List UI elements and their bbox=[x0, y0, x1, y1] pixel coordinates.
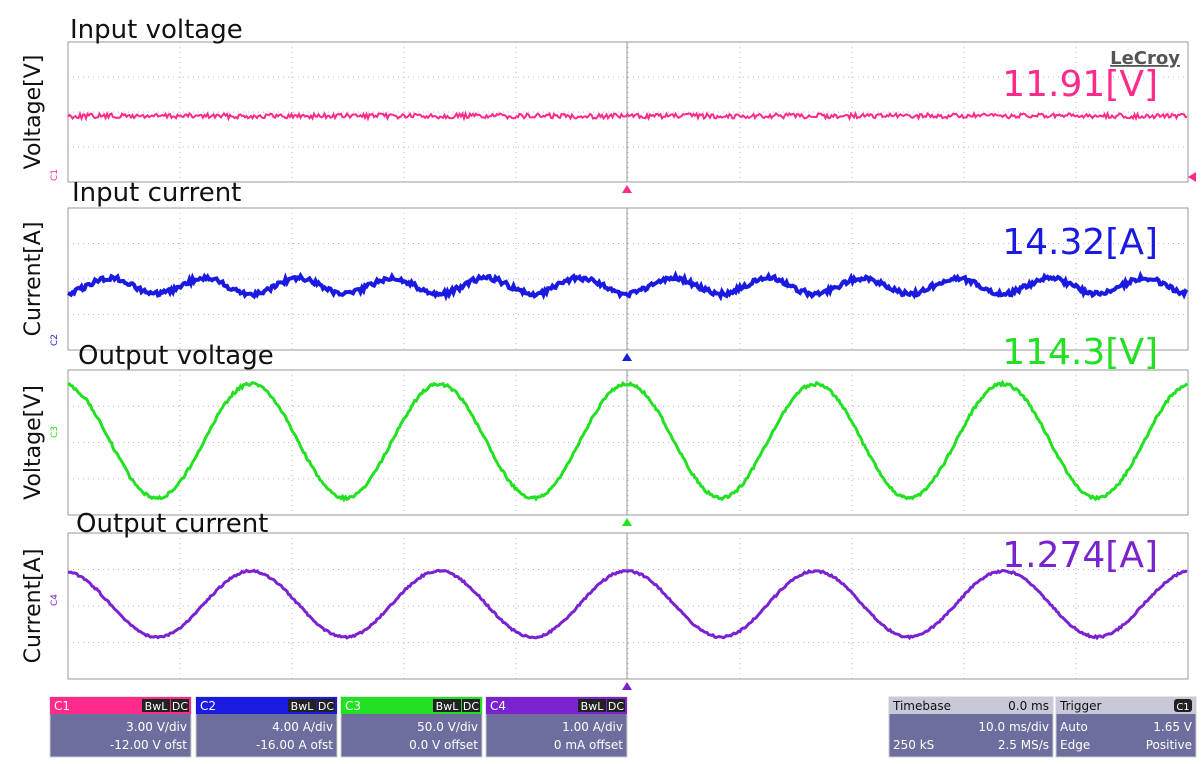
channel-marker: C3 bbox=[50, 426, 60, 438]
tag bbox=[142, 699, 170, 712]
y-axis-label: Current[A] bbox=[21, 222, 46, 337]
info-text: -16.00 A ofst bbox=[256, 738, 333, 752]
info-text: Auto bbox=[1060, 720, 1088, 734]
info-text: 10.0 ms/div bbox=[978, 720, 1049, 734]
box-title: Timebase bbox=[892, 699, 951, 713]
reading: 11.91[V] bbox=[1002, 64, 1158, 105]
tag bbox=[1174, 699, 1192, 712]
info-text: 1.00 A/div bbox=[562, 720, 623, 734]
coupling-tag: DC bbox=[463, 700, 479, 713]
channel-marker: C2 bbox=[50, 334, 60, 346]
waveform bbox=[67, 568, 1188, 641]
trigger-marker bbox=[622, 682, 632, 690]
channel-name: C3 bbox=[345, 699, 361, 713]
panel-title: Input current bbox=[72, 178, 241, 208]
panel-title: Input voltage bbox=[70, 15, 243, 45]
panel-title: Output current bbox=[76, 509, 268, 539]
coupling-tag: DC bbox=[608, 700, 624, 713]
info-text: Positive bbox=[1146, 738, 1192, 752]
bandwidth-tag: BwL bbox=[581, 700, 605, 713]
bandwidth-tag: BwL bbox=[145, 700, 169, 713]
tag bbox=[317, 699, 335, 712]
y-axis-label: Voltage[V] bbox=[21, 385, 46, 500]
info-text: 250 kS bbox=[893, 738, 934, 752]
trigger-marker bbox=[622, 518, 632, 526]
tag bbox=[433, 699, 461, 712]
box-value: 0.0 ms bbox=[1008, 699, 1049, 713]
trigger-marker bbox=[622, 185, 632, 193]
tag bbox=[462, 699, 480, 712]
coupling-tag: DC bbox=[172, 700, 188, 713]
info-text: Edge bbox=[1060, 738, 1090, 752]
waveforms bbox=[67, 110, 1189, 641]
trigger-level-marker bbox=[1188, 172, 1196, 182]
info-text: 0.0 V offset bbox=[409, 738, 478, 752]
waveform bbox=[67, 379, 1189, 503]
tag bbox=[288, 699, 316, 712]
waveform bbox=[67, 270, 1189, 302]
trigger-marker bbox=[622, 353, 632, 361]
info-text: 3.00 V/div bbox=[126, 720, 187, 734]
brand: LeCroy bbox=[1110, 48, 1180, 69]
y-axis-label: Current[A] bbox=[21, 549, 46, 664]
waveform bbox=[67, 110, 1188, 122]
info-text: 50.0 V/div bbox=[417, 720, 478, 734]
tag bbox=[171, 699, 189, 712]
info-text: 2.5 MS/s bbox=[998, 738, 1049, 752]
y-axis-label: Voltage[V] bbox=[21, 55, 46, 170]
panel-title: Output voltage bbox=[78, 341, 274, 371]
tag bbox=[607, 699, 625, 712]
panels bbox=[67, 41, 1196, 690]
info-text: 0 mA offset bbox=[554, 738, 623, 752]
trigger-source: C1 bbox=[1176, 702, 1189, 713]
reading: 14.32[A] bbox=[1002, 222, 1158, 263]
channel-name: C2 bbox=[200, 699, 216, 713]
reading: 1.274[A] bbox=[1002, 535, 1158, 576]
box-title: Trigger bbox=[1059, 699, 1101, 713]
info-text: 1.65 V bbox=[1153, 720, 1193, 734]
channel-marker: C1 bbox=[50, 169, 60, 181]
info-box-header bbox=[889, 697, 1053, 714]
info-text: -12.00 V ofst bbox=[110, 738, 187, 752]
bandwidth-tag: BwL bbox=[436, 700, 460, 713]
info-box-header bbox=[1056, 697, 1196, 714]
channel-name: C1 bbox=[54, 699, 70, 713]
channel-name: C4 bbox=[490, 699, 506, 713]
labels: Input voltage Voltage[V] 11.91[V] C1 Input c… bbox=[21, 15, 1158, 663]
coupling-tag: DC bbox=[318, 700, 334, 713]
info-text: 4.00 A/div bbox=[272, 720, 333, 734]
channel-marker: C4 bbox=[50, 594, 60, 606]
bandwidth-tag: BwL bbox=[291, 700, 315, 713]
tag bbox=[578, 699, 606, 712]
reading: 114.3[V] bbox=[1002, 332, 1158, 373]
